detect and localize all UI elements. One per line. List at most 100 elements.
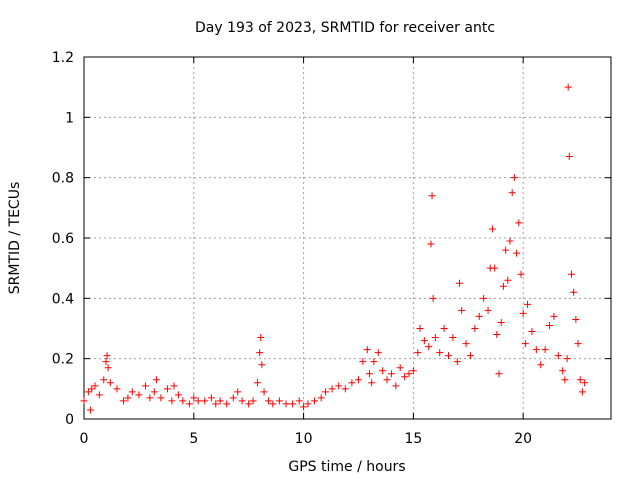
data-point [513,249,521,257]
data-point [174,391,182,399]
data-point [480,294,488,302]
data-point [113,385,121,393]
data-point [354,376,362,384]
data-point [87,406,95,414]
data-point [304,400,312,408]
data-point [521,340,529,348]
data-point [546,321,554,329]
grid [84,57,611,419]
data-point [168,397,176,405]
plot-frame [83,56,612,420]
data-point [238,397,246,405]
data-point [103,352,111,360]
data-point [425,343,433,351]
data-point [416,325,424,332]
x-tick-label: 5 [189,431,198,447]
data-point [491,264,499,272]
data-point [88,385,96,393]
data-point [170,382,178,390]
data-point [258,361,266,369]
data-point [223,400,231,408]
data-point [363,346,371,354]
data-point [194,397,202,405]
y-tick-label: 0 [65,412,74,428]
data-point [269,400,277,408]
data-point [128,388,136,396]
data-point [157,394,165,402]
data-points [80,83,589,414]
data-point [493,331,501,339]
data-point [517,270,525,278]
data-point [559,367,567,375]
data-point [95,391,103,399]
data-point [449,334,457,342]
data-point [150,388,158,396]
data-point [436,349,444,357]
axis-ticks: 0 0.2 0.4 0.6 0.8 1 1.2 0 5 10 15 20 [52,50,611,447]
data-point [440,325,448,332]
data-point [499,282,507,290]
data-point [135,391,143,399]
data-point [289,400,297,408]
data-point [488,225,496,233]
data-point [495,370,503,378]
data-point [392,382,400,390]
data-point [524,300,532,308]
x-tick-label: 0 [80,431,89,447]
data-point [471,325,479,332]
data-point [245,400,253,408]
data-point [146,394,154,402]
data-point [564,83,572,91]
data-point [409,367,417,375]
data-point [106,379,114,387]
data-point [462,340,470,348]
data-point [124,394,132,402]
data-point [572,315,580,323]
data-point [152,376,160,384]
data-point [427,240,435,248]
data-point [84,388,92,396]
data-point [497,318,505,326]
y-tick-label: 0.2 [52,352,74,368]
data-point [519,309,527,317]
data-point [256,349,264,357]
x-tick-label: 10 [295,431,313,447]
data-point [554,352,562,360]
data-point [264,397,272,405]
data-point [370,358,378,366]
data-point [574,340,582,348]
data-point [502,246,510,254]
data-point [383,376,391,384]
data-point [563,355,571,363]
data-point [100,376,108,384]
data-point [387,370,395,378]
data-point [120,397,128,405]
data-point [428,192,436,200]
data-point [359,358,367,366]
data-point [475,312,483,320]
data-point [401,373,409,381]
data-point [335,382,343,390]
data-point [537,361,545,369]
data-point [348,379,356,387]
data-point [484,306,492,314]
data-point [528,328,536,336]
data-point [445,352,453,360]
data-point [91,382,99,390]
data-point [455,279,463,287]
x-axis-label: GPS time / hours [288,459,405,475]
data-point [295,397,303,405]
data-point [249,397,257,405]
data-point [341,385,349,393]
data-point [431,334,439,342]
data-point [368,379,376,387]
data-point [405,370,413,378]
y-tick-label: 0.6 [52,231,74,247]
data-point [207,394,215,402]
data-point [567,270,575,278]
chart-title: Day 193 of 2023, SRMTID for receiver ant… [195,20,495,36]
y-tick-label: 1 [65,110,74,126]
data-point [257,334,265,342]
data-point [570,288,578,296]
data-point [80,397,88,405]
